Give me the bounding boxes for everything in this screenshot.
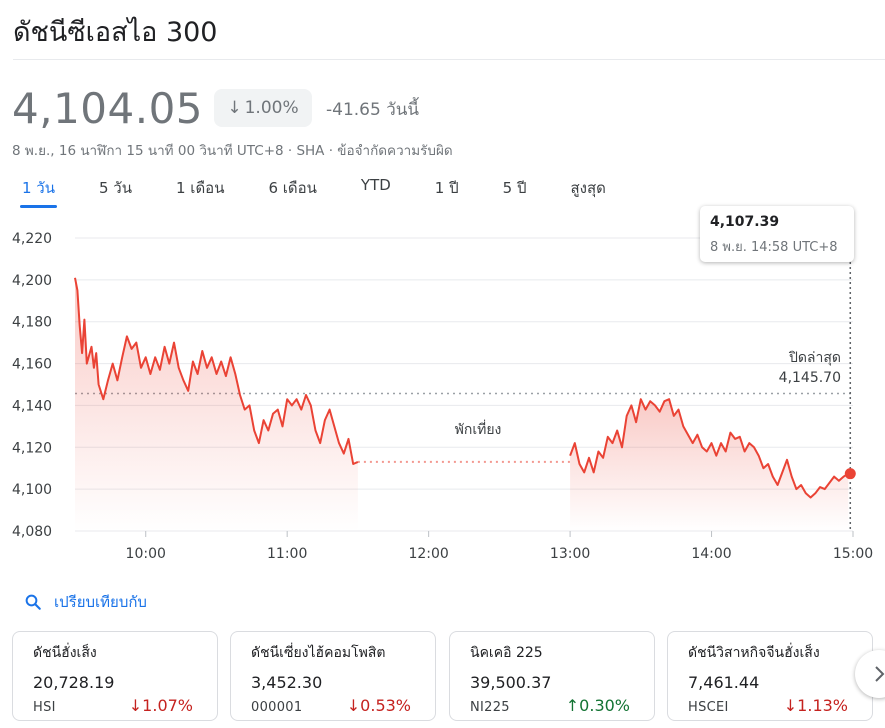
index-card-value: 7,461.44	[688, 673, 760, 692]
tooltip-value: 4,107.39	[710, 214, 780, 230]
y-tick-label: 4,140	[12, 398, 52, 414]
page-title: ดัชนีซีเอสไอ 300	[13, 17, 218, 48]
index-card[interactable]: นิคเคอิ 225 39,500.37 NI225 ↑0.30%	[449, 631, 655, 721]
y-tick-label: 4,160	[12, 357, 52, 373]
tab-4[interactable]: YTD	[360, 176, 391, 194]
previous-close: ปิดล่าสุด 4,145.70	[779, 348, 841, 388]
search-icon	[25, 594, 41, 610]
index-card-symbol: HSCEI	[688, 700, 729, 715]
arrow-down-icon: ↓	[227, 98, 242, 118]
current-price: 4,104.05	[12, 84, 204, 133]
index-card-value: 39,500.37	[470, 673, 552, 692]
tooltip-date: 8 พ.ย. 14:58 UTC+8	[710, 240, 838, 255]
arrow-down-icon: ↓	[346, 696, 361, 715]
chevron-right-icon	[875, 666, 885, 682]
compare-label: เปรียบเทียบกับ	[54, 593, 147, 611]
y-tick-label: 4,120	[12, 440, 52, 456]
chart-tooltip: 4,107.39 8 พ.ย. 14:58 UTC+8	[700, 206, 854, 262]
index-card-change: ↓1.07%	[129, 696, 193, 715]
index-card-name: ดัชนีวิสาหกิจจีนฮั่งเส็ง	[688, 645, 820, 661]
x-tick-label: 12:00	[408, 546, 448, 562]
index-card-change: ↓1.13%	[784, 696, 848, 715]
index-card-name: ดัชนีเซี่ยงไฮ้คอมโพสิต	[251, 645, 386, 661]
index-card-change-value: 1.07%	[142, 696, 193, 715]
index-card-change: ↑0.30%	[566, 696, 630, 715]
title-divider	[13, 59, 885, 60]
x-tick-label: 10:00	[126, 546, 166, 562]
index-card-change-value: 0.53%	[360, 696, 411, 715]
index-card-value: 3,452.30	[251, 673, 323, 692]
tab-1[interactable]: 5 วัน	[99, 179, 132, 197]
index-card-change: ↓0.53%	[347, 696, 411, 715]
y-tick-label: 4,180	[12, 315, 52, 331]
range-tabs: 1 วัน 5 วัน 1 เดือน 6 เดือน YTD 1 ปี 5 ปี สูงสุ…	[20, 174, 606, 208]
tab-5[interactable]: 1 ปี	[434, 179, 459, 197]
tab-2[interactable]: 1 เดือน	[176, 179, 225, 197]
arrow-down-icon: ↓	[128, 696, 143, 715]
index-card-change-value: 0.30%	[579, 696, 630, 715]
y-tick-label: 4,100	[12, 482, 52, 498]
lunch-break-label: พักเที่ยง	[455, 420, 502, 438]
area-afternoon	[570, 399, 849, 531]
previous-close-label: ปิดล่าสุด	[788, 350, 841, 366]
index-card[interactable]: ดัชนีฮั่งเส็ง 20,728.19 HSI ↓1.07%	[12, 631, 218, 721]
tab-6[interactable]: 5 ปี	[502, 179, 527, 197]
series-line-morning	[74, 277, 359, 465]
change-percent: 1.00%	[244, 98, 299, 118]
index-card-symbol: NI225	[470, 700, 510, 715]
price-meta: 8 พ.ย., 16 นาฬิกา 15 นาที 00 วินาที UTC+…	[12, 143, 453, 159]
area-morning	[75, 277, 358, 531]
index-card[interactable]: ดัชนีวิสาหกิจจีนฮั่งเส็ง 7,461.44 HSCEI ↓1.…	[667, 631, 873, 721]
change-percent-badge: ↓ 1.00%	[214, 89, 312, 127]
last-point-marker	[844, 468, 856, 480]
arrow-down-icon: ↓	[783, 696, 798, 715]
x-tick-label: 11:00	[267, 546, 307, 562]
tab-7[interactable]: สูงสุด	[570, 179, 606, 197]
y-tick-label: 4,200	[12, 273, 52, 289]
index-card[interactable]: ดัชนีเซี่ยงไฮ้คอมโพสิต 3,452.30 000001 ↓0.5…	[230, 631, 436, 721]
index-card-name: ดัชนีฮั่งเส็ง	[33, 645, 97, 661]
x-tick-label: 13:00	[550, 546, 590, 562]
previous-close-value: 4,145.70	[778, 370, 841, 386]
change-absolute: -41.65 วันนี้	[326, 100, 419, 120]
price-chart: 4,220 4,200 4,180 4,160 4,140 4,120 4,100 4,080…	[12, 231, 873, 562]
x-tick-label: 15:00	[833, 546, 873, 562]
x-tick-label: 14:00	[691, 546, 731, 562]
index-card-value: 20,728.19	[33, 673, 115, 692]
series-line-afternoon	[569, 398, 849, 499]
y-tick-label: 4,080	[12, 524, 52, 540]
index-card-symbol: HSI	[33, 700, 56, 715]
arrow-up-icon: ↑	[565, 696, 580, 715]
tab-0[interactable]: 1 วัน	[20, 174, 57, 208]
y-tick-label: 4,220	[12, 231, 52, 247]
index-card-change-value: 1.13%	[797, 696, 848, 715]
tab-3[interactable]: 6 เดือน	[268, 179, 317, 197]
compare-button[interactable]: เปรียบเทียบกับ	[24, 590, 147, 614]
index-card-symbol: 000001	[251, 700, 303, 715]
index-card-name: นิคเคอิ 225	[470, 645, 543, 661]
